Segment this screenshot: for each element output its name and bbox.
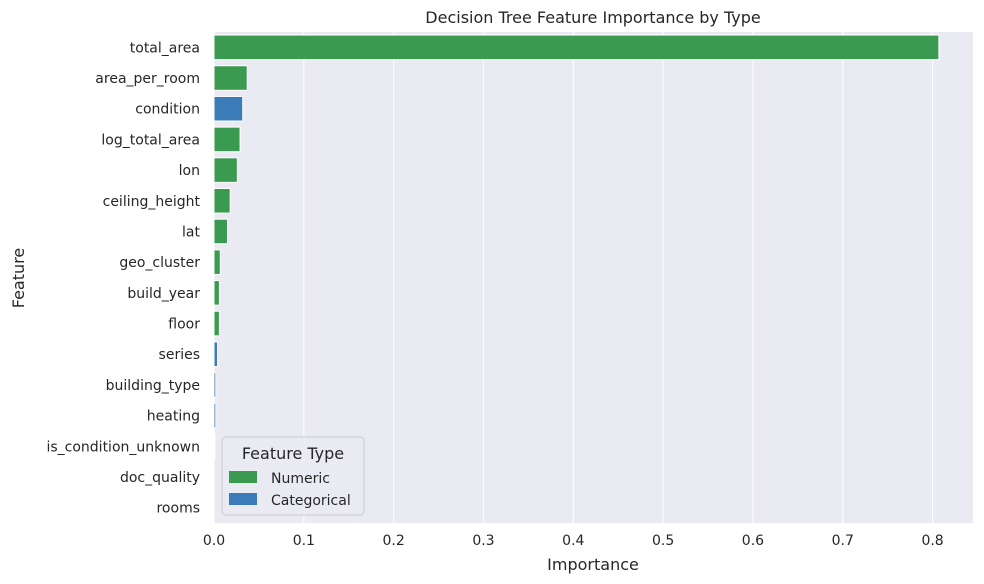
bars-group (213, 34, 940, 460)
y-tick-label: lon (179, 163, 200, 179)
y-tick-label: is_condition_unknown (46, 439, 200, 455)
legend-title: Feature Type (242, 444, 344, 463)
x-tick-label: 0.5 (652, 533, 674, 549)
x-tick-label: 0.1 (293, 533, 315, 549)
legend-swatch-numeric (229, 471, 257, 483)
x-axis-title: Importance (547, 555, 639, 574)
bar-build-year (213, 280, 220, 306)
y-tick-label: area_per_room (95, 71, 200, 87)
bar-ceiling-height (213, 188, 231, 214)
x-tick-label: 0.0 (203, 533, 225, 549)
legend-box (221, 436, 365, 516)
y-tick-label: condition (135, 102, 200, 118)
bar-log-total-area (213, 126, 241, 153)
y-tick-label: building_type (106, 378, 200, 394)
y-tick-label: geo_cluster (119, 255, 200, 271)
bar-geo-cluster (213, 249, 221, 275)
y-tick-label: total_area (130, 40, 200, 56)
y-axis-title: Feature (9, 248, 28, 308)
x-tick-label: 0.6 (742, 533, 764, 549)
x-tick-label: 0.2 (383, 533, 405, 549)
y-tick-label: build_year (127, 286, 200, 302)
bar-condition (213, 95, 244, 122)
bar-lat (213, 218, 228, 245)
y-tick-label: heating (147, 409, 200, 425)
chart-title: Decision Tree Feature Importance by Type (425, 8, 760, 27)
bar-area-per-room (213, 65, 248, 91)
bar-building-type (213, 372, 217, 398)
y-tick-label: log_total_area (101, 132, 200, 148)
x-tick-labels: 0.0 0.1 0.2 0.3 0.4 0.5 0.6 0.7 0.8 (203, 533, 944, 549)
bar-lon (213, 157, 238, 183)
y-tick-label: rooms (156, 501, 200, 517)
legend-label-numeric: Numeric (271, 471, 330, 487)
bar-heating (213, 402, 217, 429)
legend-swatch-categorical (229, 493, 257, 505)
bar-floor (213, 310, 220, 337)
y-tick-label: series (159, 347, 200, 363)
y-tick-label: lat (182, 224, 200, 240)
bar-total-area (213, 34, 940, 61)
y-tick-labels: total_area area_per_room condition log_tota… (46, 40, 200, 516)
legend-label-categorical: Categorical (271, 493, 351, 509)
y-tick-label: floor (168, 317, 200, 333)
bar-is-condition-unknown (213, 433, 216, 460)
y-tick-label: doc_quality (120, 470, 200, 486)
legend: Feature Type Numeric Categorical (221, 436, 365, 516)
bar-series (213, 341, 219, 367)
x-tick-label: 0.4 (562, 533, 584, 549)
x-tick-label: 0.3 (472, 533, 494, 549)
x-tick-label: 0.7 (832, 533, 854, 549)
x-tick-label: 0.8 (921, 533, 943, 549)
y-tick-label: ceiling_height (103, 194, 201, 210)
